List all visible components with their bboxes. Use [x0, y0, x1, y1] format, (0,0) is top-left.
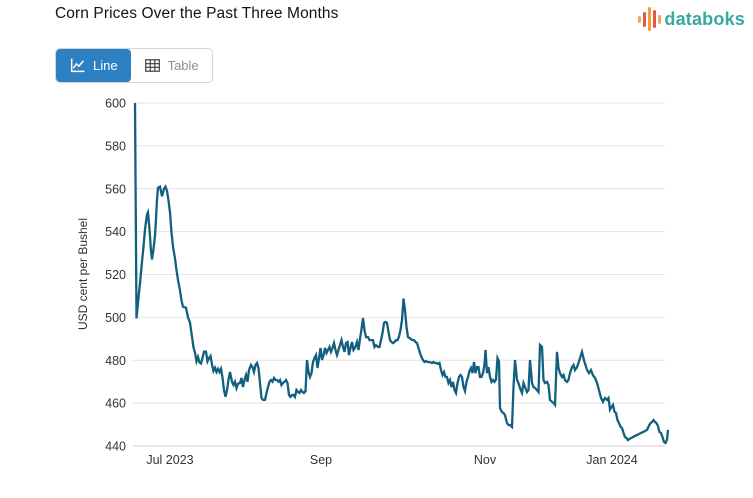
databoks-logo-text: databoks	[664, 8, 745, 29]
x-tick-label: Jul 2023	[146, 453, 193, 467]
y-tick-label: 600	[105, 97, 126, 111]
y-tick-label: 520	[105, 268, 126, 282]
logo-bar	[653, 10, 657, 28]
databoks-logo: databoks	[638, 6, 745, 32]
logo-bar	[648, 7, 652, 31]
chart-view-toggle: Line Table	[55, 48, 213, 83]
y-tick-label: 560	[105, 182, 126, 196]
y-tick-label: 460	[105, 397, 126, 411]
y-tick-label: 480	[105, 354, 126, 368]
page-title: Corn Prices Over the Past Three Months	[55, 5, 339, 22]
y-axis-title: USD cent per Bushel	[76, 218, 90, 330]
line-view-label: Line	[93, 58, 118, 73]
logo-bar	[638, 15, 642, 23]
y-tick-label: 540	[105, 225, 126, 239]
line-view-button[interactable]: Line	[56, 49, 131, 82]
logo-bar	[643, 11, 647, 27]
y-tick-label: 500	[105, 311, 126, 325]
table-view-label: Table	[167, 58, 199, 73]
price-line	[133, 102, 670, 445]
y-tick-label: 440	[105, 440, 126, 454]
table-view-button[interactable]: Table	[130, 49, 212, 82]
table-grid-icon	[144, 59, 160, 72]
databoks-bars-icon	[638, 6, 662, 32]
x-tick-label: Nov	[474, 453, 497, 467]
y-tick-label: 580	[105, 139, 126, 153]
x-tick-label: Jan 2024	[586, 453, 637, 467]
x-tick-label: Sep	[310, 453, 332, 467]
logo-bar	[658, 14, 662, 24]
line-chart-icon	[70, 58, 85, 73]
